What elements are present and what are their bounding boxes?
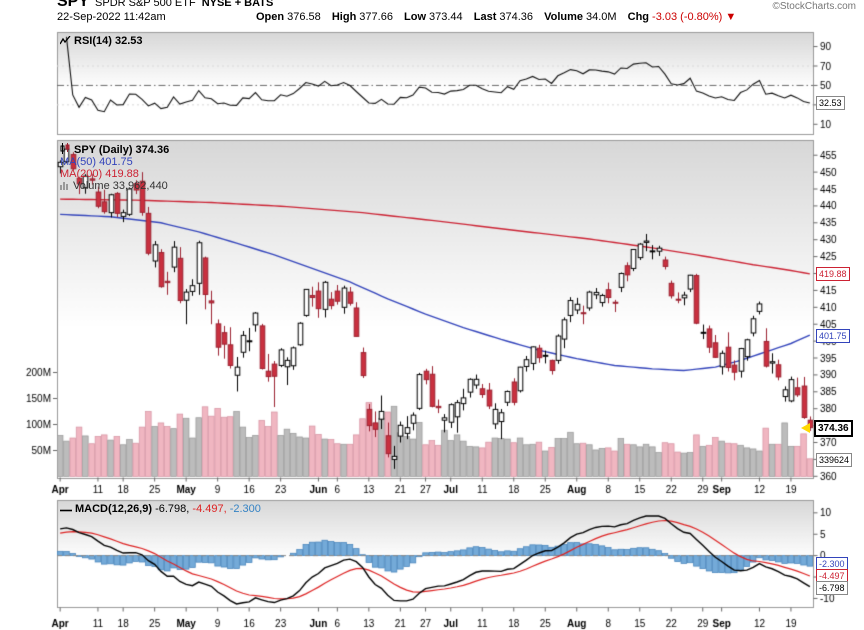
open-label: Open	[256, 11, 285, 23]
ma50-axis-box: 401.75	[816, 329, 850, 343]
low-value: 373.44	[429, 11, 463, 23]
instrument-name: SPDR S&P 500 ETF	[95, 0, 196, 9]
volume-legend: Volume 33,962,440	[60, 180, 168, 193]
last-label: Last	[473, 11, 497, 23]
volume-axis-box: 339624	[816, 453, 853, 467]
spy-legend: SPY (Daily) 374.36	[60, 143, 169, 157]
ma50-legend: MA(50) 401.75	[60, 156, 133, 168]
candlestick-icon	[60, 143, 71, 157]
copyright: ©StockCharts.com	[772, 1, 856, 12]
title-row: SPY SPDR S&P 500 ETF NYSE + BATS	[57, 0, 273, 11]
volume-legend-label: Volume 33,962,440	[73, 180, 168, 192]
last-value: 374.36	[499, 11, 534, 23]
rsi-axis-box: 32.53	[816, 96, 845, 110]
macd-signal-value: -4.497,	[192, 503, 227, 515]
chg-value: -3.03 (-0.80%)	[652, 11, 723, 23]
macd-line-icon	[60, 504, 72, 516]
exchange: NYSE + BATS	[201, 0, 274, 9]
last-price-marker	[801, 423, 810, 433]
rsi-legend: RSI(14) 32.53	[59, 35, 143, 48]
high-value: 377.66	[359, 11, 393, 23]
ma200-axis-box: 419.88	[816, 267, 850, 281]
chg-down-icon: ▼	[725, 11, 737, 23]
rsi-legend-label: RSI(14) 32.53	[74, 35, 143, 47]
volume-label: Volume	[544, 11, 583, 23]
chg-label: Chg	[627, 11, 650, 23]
macd-legend-title: MACD(12,26,9)	[75, 503, 153, 515]
macd-line-axis-box: -6.798	[816, 581, 848, 595]
quote-values: Open 376.58 High 377.66 Low 373.44 Last 374.…	[248, 11, 736, 23]
quote-date: 22-Sep-2022 11:42am	[57, 11, 166, 23]
ma200-legend: MA(200) 419.88	[60, 168, 139, 180]
last-price-axis-box: 374.36	[814, 420, 853, 437]
spy-legend-label: SPY (Daily) 374.36	[74, 144, 170, 156]
open-value: 376.58	[287, 11, 321, 23]
low-label: Low	[404, 11, 427, 23]
macd-legend: MACD(12,26,9) -6.798, -4.497, -2.300	[60, 503, 261, 516]
macd-value: -6.798,	[155, 503, 190, 515]
macd-hist-value: -2.300	[229, 503, 261, 515]
symbol: SPY	[57, 0, 90, 10]
high-label: High	[331, 11, 357, 23]
volume-bars-icon	[60, 181, 70, 193]
volume-value: 34.0M	[586, 11, 617, 23]
rsi-icon	[59, 35, 71, 48]
